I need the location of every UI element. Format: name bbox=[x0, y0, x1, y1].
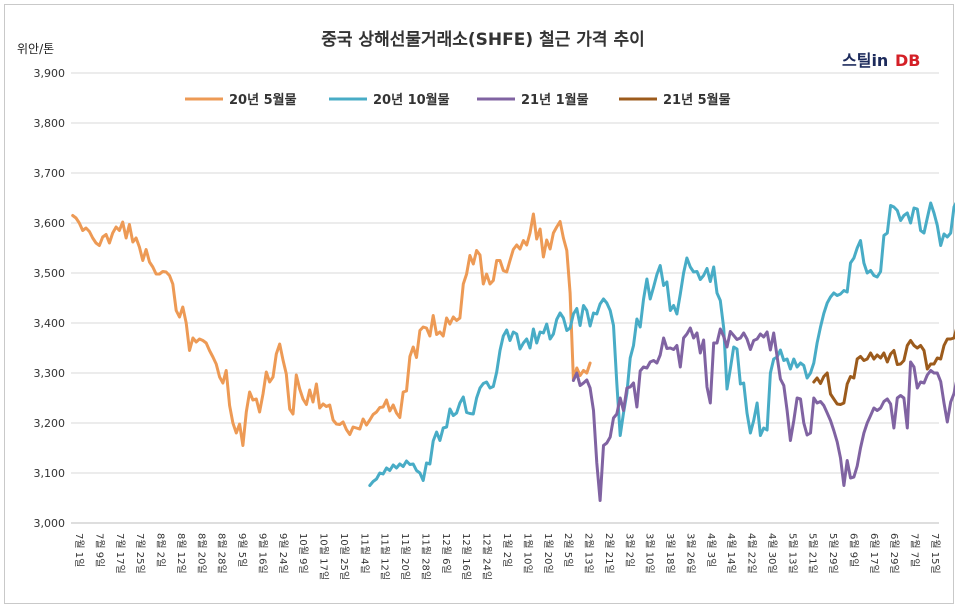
x-tick-label: 10월 17일 bbox=[318, 533, 330, 580]
y-tick-label: 3,700 bbox=[34, 167, 66, 180]
x-tick-label: 9월 24일 bbox=[277, 533, 289, 574]
x-tick-label: 7월 9일 bbox=[93, 533, 105, 567]
x-tick-label: 12월 24일 bbox=[481, 533, 493, 580]
x-tick-label: 2월 21일 bbox=[603, 533, 615, 574]
x-tick-label: 1월 20일 bbox=[542, 533, 554, 574]
x-tick-label: 5월 21일 bbox=[807, 533, 819, 574]
x-tick-label: 7월 17일 bbox=[114, 533, 126, 574]
x-tick-label: 2월 5일 bbox=[562, 533, 574, 567]
x-tick-label: 3월 18일 bbox=[664, 533, 676, 574]
gridlines bbox=[71, 72, 939, 474]
x-tick-label: 11월 12일 bbox=[379, 533, 391, 580]
x-tick-label: 7월 25일 bbox=[134, 533, 146, 574]
y-tick-label: 3,600 bbox=[34, 217, 66, 230]
x-tick-label: 3월 2일 bbox=[623, 533, 635, 567]
x-tick-label: 8월 28일 bbox=[216, 533, 228, 574]
y-tick-label: 3,200 bbox=[34, 417, 66, 430]
logo-text-db: DB bbox=[895, 51, 920, 70]
x-tick-label: 6월 17일 bbox=[868, 533, 880, 574]
series-line-4 bbox=[812, 328, 955, 406]
y-tick-label: 3,800 bbox=[34, 117, 66, 130]
x-tick-label: 2월 13일 bbox=[583, 533, 595, 574]
y-axis-unit-label: 위안/톤 bbox=[17, 42, 54, 56]
x-tick-label: 5월 29일 bbox=[827, 533, 839, 574]
logo: 스틸in DB bbox=[842, 51, 920, 70]
chart-frame: 중국 상해선물거래소(SHFE) 철근 가격 추이 위안/톤 스틸in DB 2… bbox=[4, 4, 955, 604]
x-tick-label: 4월 14일 bbox=[725, 533, 737, 574]
x-axis-ticks: 7월 1일 7월 9일 7월 17일 7월 25일 8월 2일 8월 12일 8월 20일 8… bbox=[73, 533, 941, 580]
legend-label: 20년 5월물 bbox=[229, 92, 297, 108]
x-tick-label: 11월 20일 bbox=[399, 533, 411, 580]
x-tick-label: 4월 22일 bbox=[746, 533, 758, 574]
x-tick-label: 8월 12일 bbox=[175, 533, 187, 574]
y-axis-ticks: 3,000 3,100 3,200 3,300 3,400 3,500 3,600 3,700… bbox=[34, 67, 66, 530]
legend-label: 21년 5월물 bbox=[663, 92, 731, 108]
line-chart: 중국 상해선물거래소(SHFE) 철근 가격 추이 위안/톤 스틸in DB 2… bbox=[17, 30, 955, 580]
series-line-1 bbox=[71, 212, 592, 447]
x-tick-label: 8월 2일 bbox=[155, 533, 167, 567]
x-tick-label: 5월 13일 bbox=[786, 533, 798, 574]
y-tick-label: 3,000 bbox=[34, 517, 66, 530]
x-tick-label: 10월 25일 bbox=[338, 533, 350, 580]
x-tick-label: 9월 16일 bbox=[256, 533, 268, 574]
x-tick-label: 3월 10일 bbox=[644, 533, 656, 574]
chart-title: 중국 상해선물거래소(SHFE) 철근 가격 추이 bbox=[321, 30, 645, 50]
x-tick-label: 4월 30일 bbox=[766, 533, 778, 574]
logo-text-steelin: 스틸in bbox=[842, 51, 888, 70]
x-tick-label: 3월 26일 bbox=[684, 533, 696, 574]
x-tick-label: 10월 9일 bbox=[297, 533, 309, 574]
series-line-3 bbox=[571, 326, 955, 502]
x-tick-label: 7월 1일 bbox=[73, 533, 85, 567]
series-lines bbox=[71, 201, 955, 502]
y-tick-label: 3,400 bbox=[34, 317, 66, 330]
legend: 20년 5월물 20년 10월물 21년 1월물 21년 5월물 bbox=[185, 92, 731, 108]
x-tick-label: 11월 4일 bbox=[358, 533, 370, 574]
x-tick-label: 6월 29일 bbox=[888, 533, 900, 574]
y-tick-label: 3,500 bbox=[34, 267, 66, 280]
y-tick-label: 3,100 bbox=[34, 467, 66, 480]
legend-label: 21년 1월물 bbox=[521, 92, 589, 108]
y-tick-label: 3,300 bbox=[34, 367, 66, 380]
x-tick-label: 8월 20일 bbox=[195, 533, 207, 574]
x-tick-label: 11월 28일 bbox=[419, 533, 431, 580]
x-tick-label: 7월 15일 bbox=[929, 533, 941, 574]
x-tick-label: 12월 16일 bbox=[460, 533, 472, 580]
series-line-2 bbox=[368, 201, 955, 487]
legend-label: 20년 10월물 bbox=[373, 92, 450, 108]
x-tick-label: 9월 5일 bbox=[236, 533, 248, 567]
x-tick-label: 12월 6일 bbox=[440, 533, 452, 574]
x-tick-label: 1월 2일 bbox=[501, 533, 513, 567]
x-tick-label: 1월 10일 bbox=[521, 533, 533, 574]
x-tick-label: 6월 9일 bbox=[847, 533, 859, 567]
y-tick-label: 3,900 bbox=[34, 67, 66, 80]
x-tick-label: 7월 7일 bbox=[909, 533, 921, 567]
x-tick-label: 4월 3일 bbox=[705, 533, 717, 567]
